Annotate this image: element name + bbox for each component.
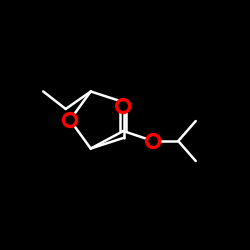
- Circle shape: [119, 102, 127, 110]
- Circle shape: [62, 112, 78, 128]
- Circle shape: [146, 134, 161, 148]
- Circle shape: [66, 116, 74, 124]
- Circle shape: [116, 98, 131, 114]
- Circle shape: [149, 137, 157, 145]
